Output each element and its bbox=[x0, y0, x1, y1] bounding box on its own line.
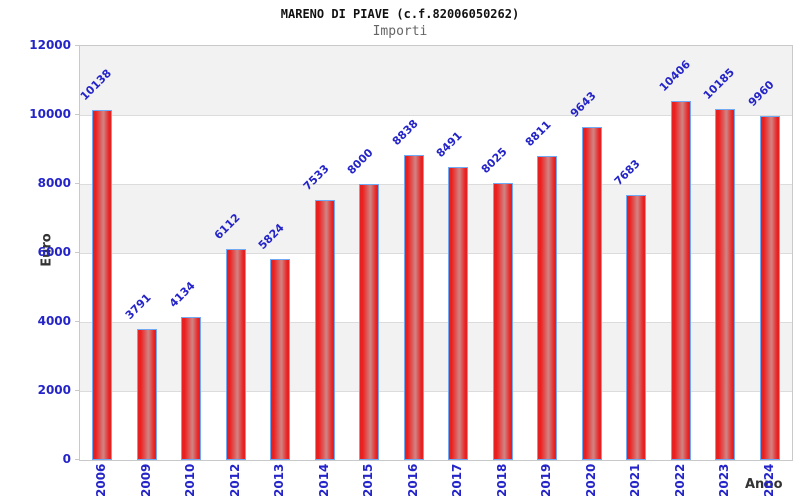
gridline bbox=[80, 115, 792, 116]
bar bbox=[759, 116, 780, 460]
bar bbox=[670, 101, 691, 460]
x-tick-label: 2022 bbox=[672, 463, 687, 497]
bar bbox=[314, 200, 335, 460]
x-tick-label: 2016 bbox=[405, 463, 420, 497]
bar bbox=[626, 195, 647, 460]
bar bbox=[492, 183, 513, 460]
bar bbox=[581, 127, 602, 460]
bar bbox=[270, 259, 291, 460]
chart-subtitle: Importi bbox=[372, 24, 428, 39]
x-tick-label: 2018 bbox=[494, 463, 509, 497]
y-tick-mark bbox=[75, 459, 79, 460]
x-tick-label: 2013 bbox=[272, 463, 287, 497]
y-tick-label: 12000 bbox=[29, 38, 71, 52]
x-tick-label: 2020 bbox=[583, 463, 598, 497]
y-tick-label: 0 bbox=[62, 452, 71, 466]
gridline bbox=[80, 391, 792, 392]
x-tick-label: 2010 bbox=[183, 463, 198, 497]
bar bbox=[136, 329, 157, 460]
y-tick-label: 8000 bbox=[37, 176, 71, 190]
y-tick-label: 10000 bbox=[29, 107, 71, 121]
x-tick-label: 2014 bbox=[316, 463, 331, 497]
x-axis-title: Anno bbox=[745, 477, 783, 492]
x-tick-label: 2015 bbox=[361, 463, 376, 497]
bar bbox=[403, 155, 424, 460]
x-tick-label: 2012 bbox=[227, 463, 242, 497]
y-tick-label: 6000 bbox=[37, 245, 71, 259]
bar bbox=[359, 184, 380, 460]
bar bbox=[537, 156, 558, 460]
bar bbox=[92, 110, 113, 460]
x-tick-label: 2021 bbox=[628, 463, 643, 497]
gridline bbox=[80, 253, 792, 254]
y-tick-mark bbox=[75, 252, 79, 253]
y-tick-mark bbox=[75, 45, 79, 46]
y-tick-mark bbox=[75, 183, 79, 184]
x-tick-label: 2017 bbox=[450, 463, 465, 497]
x-tick-label: 2019 bbox=[539, 463, 554, 497]
chart-title: MARENO DI PIAVE (c.f.82006050262) bbox=[280, 7, 520, 21]
y-tick-mark bbox=[75, 390, 79, 391]
x-tick-label: 2023 bbox=[717, 463, 732, 497]
bar bbox=[448, 167, 469, 460]
x-tick-label: 2006 bbox=[94, 463, 109, 497]
y-tick-label: 4000 bbox=[37, 314, 71, 328]
gridline bbox=[80, 322, 792, 323]
y-tick-mark bbox=[75, 114, 79, 115]
y-tick-label: 2000 bbox=[37, 383, 71, 397]
plot-area bbox=[79, 45, 793, 461]
x-tick-label: 2009 bbox=[138, 463, 153, 497]
gridline bbox=[80, 184, 792, 185]
x-tick-label: 2024 bbox=[761, 463, 776, 497]
bar bbox=[181, 317, 202, 460]
y-tick-mark bbox=[75, 321, 79, 322]
bar bbox=[715, 109, 736, 460]
bar bbox=[225, 249, 246, 460]
